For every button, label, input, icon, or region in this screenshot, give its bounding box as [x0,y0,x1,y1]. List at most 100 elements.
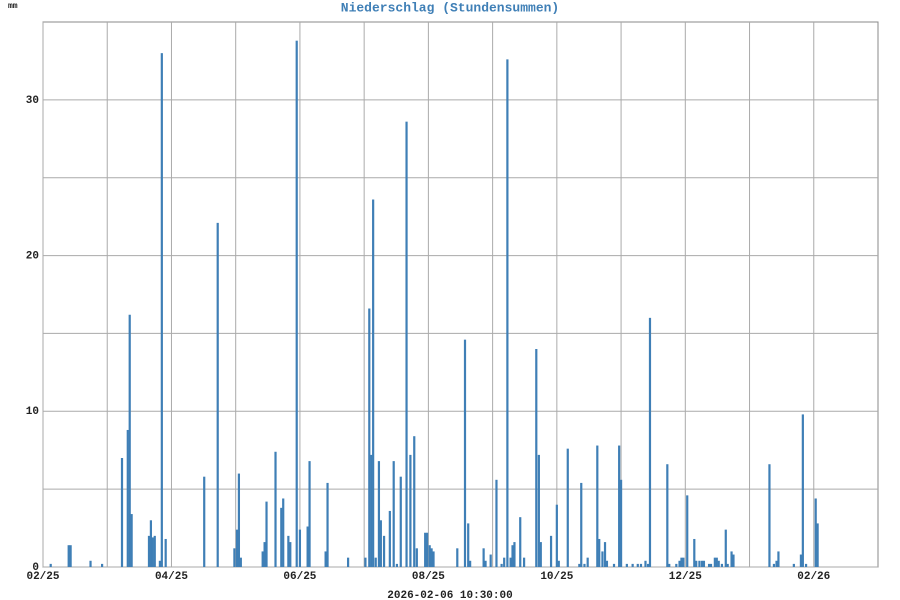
bar [768,464,771,567]
bar [799,554,803,567]
bar [506,59,509,567]
bar [726,563,729,567]
bar [601,551,604,567]
bar [605,560,609,567]
bar [698,560,701,567]
y-tick-label: 30 [26,95,39,107]
bar [382,535,386,567]
bar [456,548,459,567]
bar [379,520,382,567]
bar [598,538,601,567]
bar [426,532,429,567]
plot-frame [42,21,879,568]
bar [346,557,350,567]
bar [158,560,161,567]
bar [814,498,817,567]
y-axis-label: mm [8,2,18,11]
bar [164,538,167,567]
x-tick-label: 08/25 [412,571,445,583]
bar [695,560,698,567]
bar [405,121,408,568]
bar [287,535,290,567]
bar [625,563,628,567]
bar [67,545,70,567]
x-tick-label: 06/25 [283,571,316,583]
bar [682,557,685,567]
bar [428,545,431,567]
bar [495,479,498,567]
bar [89,560,92,567]
bar [503,557,506,567]
bar [522,557,526,567]
bar [295,40,298,567]
bar [149,520,153,567]
bar [151,537,154,567]
bar [235,529,239,567]
bar [549,535,553,567]
bar [274,451,277,567]
bar [364,557,367,567]
bar [511,545,514,567]
bar [539,542,542,567]
bar [732,554,735,567]
bar [720,563,724,567]
bar [392,461,395,567]
bar [424,532,427,567]
bar [583,563,586,567]
bar [282,498,285,567]
bar [368,308,371,567]
y-tick-label: 20 [26,250,39,262]
bar [636,563,639,567]
bar [153,535,156,567]
bar [730,551,733,567]
bar [724,529,727,567]
bar [100,563,104,567]
bar [586,557,589,567]
bar [126,429,129,567]
x-tick-label: 10/25 [540,571,573,583]
bar [409,454,412,567]
bar [130,514,133,567]
bar [216,222,219,567]
bar [700,560,704,567]
bar [709,563,713,567]
bar [489,554,492,567]
bar [644,560,647,567]
bar [680,557,683,567]
bar [557,560,560,567]
bar [578,563,581,567]
footer-timestamp: 2026-02-06 10:30:00 [387,590,512,600]
bar [713,557,716,567]
bar [413,436,416,567]
bar [686,495,689,567]
bar [484,560,487,567]
bar [646,563,650,567]
bar [668,563,671,567]
x-tick-label: 04/25 [155,571,188,583]
bar [298,529,302,567]
bar [816,523,819,567]
bar [666,464,669,567]
bar [707,563,711,567]
bar [265,501,268,567]
bar [430,548,433,567]
bar [128,314,131,567]
bar [289,542,292,567]
bar [395,563,399,567]
bar [261,551,264,567]
bar [693,538,696,567]
bar [792,563,795,567]
bar [432,551,435,567]
bar [372,199,375,567]
bar [239,557,242,567]
bar [580,482,583,567]
bar [326,482,329,567]
bar [233,548,236,567]
bar [509,557,512,567]
bar [388,510,391,567]
bar [519,517,522,567]
bar [618,445,621,567]
bar [370,454,373,567]
bar [717,560,720,567]
bar [482,548,485,567]
